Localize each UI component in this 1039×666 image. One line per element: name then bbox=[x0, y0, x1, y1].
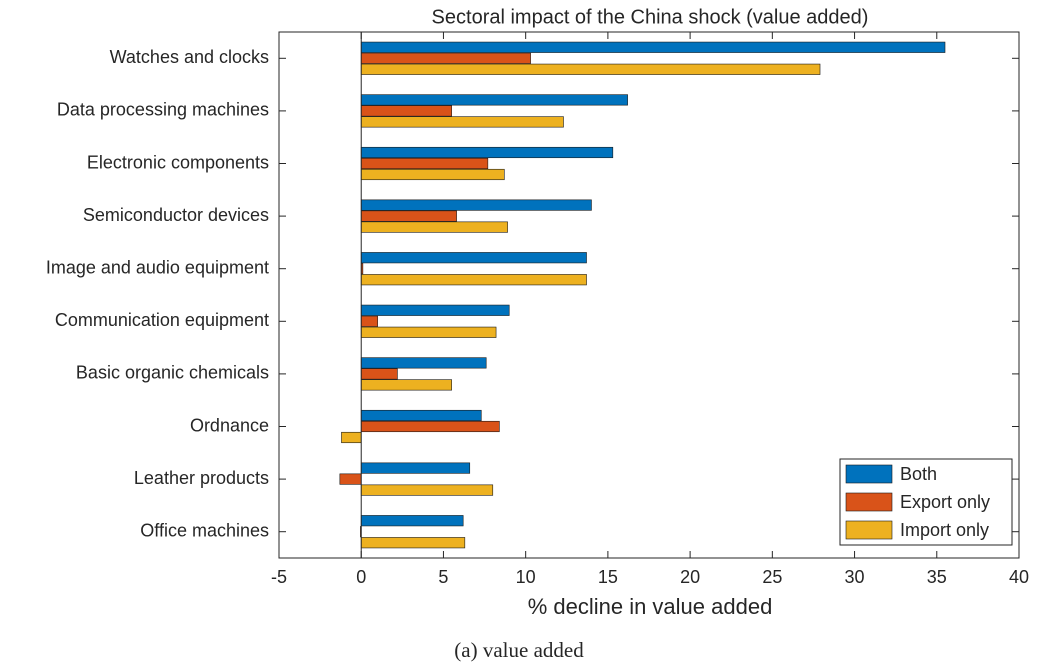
bar bbox=[360, 515, 464, 527]
bar bbox=[360, 379, 452, 391]
bar bbox=[360, 63, 821, 75]
bar bbox=[360, 105, 452, 117]
bar bbox=[360, 210, 457, 222]
bar bbox=[360, 221, 508, 233]
bar bbox=[360, 326, 497, 338]
x-tick-label: 15 bbox=[598, 567, 618, 587]
x-tick-label: 25 bbox=[762, 567, 782, 587]
y-tick-label: Basic organic chemicals bbox=[76, 363, 269, 383]
y-tick-label: Communication equipment bbox=[55, 310, 269, 330]
legend-swatch bbox=[845, 520, 893, 540]
caption: (a) value added bbox=[454, 638, 584, 662]
y-tick-label: Leather products bbox=[134, 468, 269, 488]
y-tick-label: Electronic components bbox=[87, 152, 269, 172]
bar bbox=[360, 199, 592, 211]
y-tick-label: Data processing machines bbox=[57, 100, 269, 120]
y-tick-label: Semiconductor devices bbox=[83, 205, 269, 225]
legend-label: Export only bbox=[900, 492, 990, 512]
x-tick-label: 5 bbox=[438, 567, 448, 587]
bar bbox=[360, 420, 500, 433]
bar bbox=[360, 168, 505, 181]
x-tick-label: -5 bbox=[271, 567, 287, 587]
x-tick-label: 0 bbox=[356, 567, 366, 587]
bar bbox=[360, 462, 471, 474]
bar bbox=[360, 94, 628, 106]
x-tick-label: 30 bbox=[845, 567, 865, 587]
bar bbox=[360, 116, 564, 128]
y-tick-label: Watches and clocks bbox=[110, 47, 269, 67]
bar bbox=[360, 157, 489, 170]
y-tick-label: Ordnance bbox=[190, 415, 269, 435]
x-axis-label: % decline in value added bbox=[528, 594, 773, 619]
bar bbox=[360, 537, 466, 549]
legend-swatch bbox=[845, 464, 893, 484]
x-tick-label: 10 bbox=[516, 567, 536, 587]
y-tick-label: Office machines bbox=[140, 520, 269, 540]
bar bbox=[360, 368, 398, 380]
bar bbox=[360, 304, 510, 316]
y-tick-label: Image and audio equipment bbox=[46, 257, 269, 277]
bar bbox=[360, 52, 531, 64]
bar bbox=[360, 357, 487, 369]
legend-label: Import only bbox=[900, 520, 989, 540]
bar bbox=[360, 41, 946, 53]
legend-label: Both bbox=[900, 464, 937, 484]
x-tick-label: 40 bbox=[1009, 567, 1029, 587]
bar bbox=[360, 274, 587, 286]
x-tick-label: 35 bbox=[927, 567, 947, 587]
legend-swatch bbox=[845, 492, 893, 512]
x-tick-label: 20 bbox=[680, 567, 700, 587]
bar bbox=[360, 252, 587, 264]
bar bbox=[360, 315, 378, 327]
bar bbox=[360, 409, 482, 422]
chart-title: Sectoral impact of the China shock (valu… bbox=[432, 6, 869, 28]
bar bbox=[341, 431, 362, 444]
bar bbox=[360, 484, 494, 496]
bar bbox=[360, 146, 614, 159]
bar bbox=[339, 473, 362, 485]
